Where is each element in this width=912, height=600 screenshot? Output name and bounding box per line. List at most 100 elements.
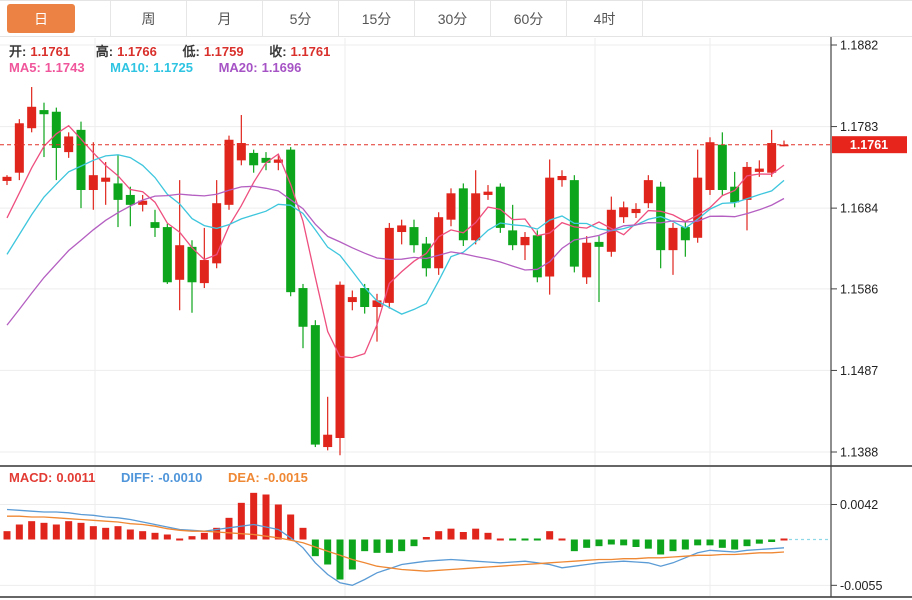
macd-bar (558, 538, 566, 541)
dea-line (7, 515, 785, 572)
macd-bar (176, 538, 184, 541)
chart-frame (0, 37, 912, 598)
macd-bar (435, 531, 443, 540)
macd-bar (213, 527, 221, 540)
macd-bar (484, 532, 492, 540)
macd-bar (657, 539, 665, 555)
macd-bar (274, 504, 282, 540)
macd-bar (237, 502, 245, 540)
y-axis-label: 1.1388 (840, 446, 878, 460)
macd-bar (250, 492, 258, 540)
candle-body (101, 177, 111, 182)
y-axis-label: 1.1586 (840, 282, 878, 296)
macd-bar (287, 514, 295, 540)
macd-bar (422, 537, 430, 540)
macd-bar (373, 539, 381, 553)
candle-body (557, 175, 567, 181)
candle-body (125, 194, 135, 205)
tab-week[interactable]: 周 (111, 1, 187, 36)
candle-body (730, 186, 740, 203)
candle-body (273, 159, 283, 163)
candle-body (619, 207, 629, 218)
tab-day-active-pill[interactable]: 日 (7, 4, 75, 33)
y-axis-label: 1.1487 (840, 364, 878, 378)
candle-body (249, 152, 259, 166)
tab-4hour[interactable]: 4时 (567, 1, 643, 36)
tab-30min[interactable]: 30分 (415, 1, 491, 36)
macd-bar (385, 539, 393, 553)
candle-body (51, 111, 61, 148)
candle-body (175, 245, 185, 280)
candle-body (162, 227, 172, 283)
y-axis-label: -0.0055 (840, 579, 882, 593)
candle-body (310, 325, 320, 445)
candle-body (693, 177, 703, 238)
candle-body (409, 227, 419, 246)
macd-bar (447, 528, 455, 540)
macd-bar (52, 524, 60, 540)
tab-month[interactable]: 月 (187, 1, 263, 36)
macd-bar (706, 539, 714, 546)
macd-bar (151, 532, 159, 540)
macd-bar (669, 539, 677, 552)
tab-day-label: 日 (34, 10, 48, 27)
tab-5min[interactable]: 5分 (263, 1, 339, 36)
macd-bar (348, 539, 356, 570)
macd-bar (546, 531, 554, 540)
tab-60min[interactable]: 60分 (491, 1, 567, 36)
macd-bar (311, 539, 319, 557)
macd-bar (459, 532, 467, 540)
candle-body (508, 230, 518, 246)
macd-bar (509, 538, 517, 541)
macd-bar (607, 539, 615, 545)
tab-4hour-label: 4时 (593, 10, 616, 27)
y-axis-labels: 1.1882 1.1783 1.1684 1.1586 1.1487 1.1388 0.00… (831, 39, 882, 593)
macd-bar (77, 522, 85, 540)
macd-bar (299, 527, 307, 540)
candle-body (76, 129, 86, 191)
ma20-line (6, 185, 785, 326)
candle-body (335, 284, 345, 438)
ma5-line (6, 124, 785, 359)
y-axis-label: 1.1684 (840, 202, 878, 216)
macd-bar (200, 532, 208, 540)
macd-bar (644, 539, 652, 549)
macd-bar (718, 539, 726, 548)
macd-histogram (3, 492, 788, 580)
candle-body (520, 236, 530, 246)
candle-body (631, 208, 641, 214)
macd-bar (139, 531, 147, 540)
macd-bar (632, 539, 640, 547)
macd-bar (731, 539, 739, 550)
candle-body (347, 297, 357, 303)
candle-body (88, 175, 98, 191)
macd-bar (361, 539, 369, 552)
candle-body (64, 136, 74, 153)
candle-body (582, 242, 592, 278)
macd-bar (65, 521, 73, 540)
macd-bar (398, 539, 406, 552)
candle-body (680, 227, 690, 241)
tab-day[interactable]: 日 (0, 1, 111, 36)
candle-body (384, 227, 394, 303)
gridlines (0, 38, 831, 596)
candle-body (298, 288, 308, 327)
macd-bar (410, 539, 418, 547)
candles-layer (2, 87, 789, 456)
macd-bar (755, 539, 763, 544)
macd-bar (570, 539, 578, 552)
tab-15min[interactable]: 15分 (339, 1, 415, 36)
period-tabbar: 日 周 月 5分 15分 30分 60分 4时 (0, 0, 912, 37)
macd-bar (768, 539, 776, 542)
candle-body (754, 168, 764, 172)
y-axis-label: 0.0042 (840, 498, 878, 512)
candle-body (113, 183, 123, 200)
candle-body (261, 157, 271, 163)
macd-bar (496, 538, 504, 541)
tab-30min-label: 30分 (437, 10, 468, 27)
macd-bar (694, 539, 702, 546)
candle-body (397, 225, 407, 233)
macd-bar (262, 494, 270, 540)
